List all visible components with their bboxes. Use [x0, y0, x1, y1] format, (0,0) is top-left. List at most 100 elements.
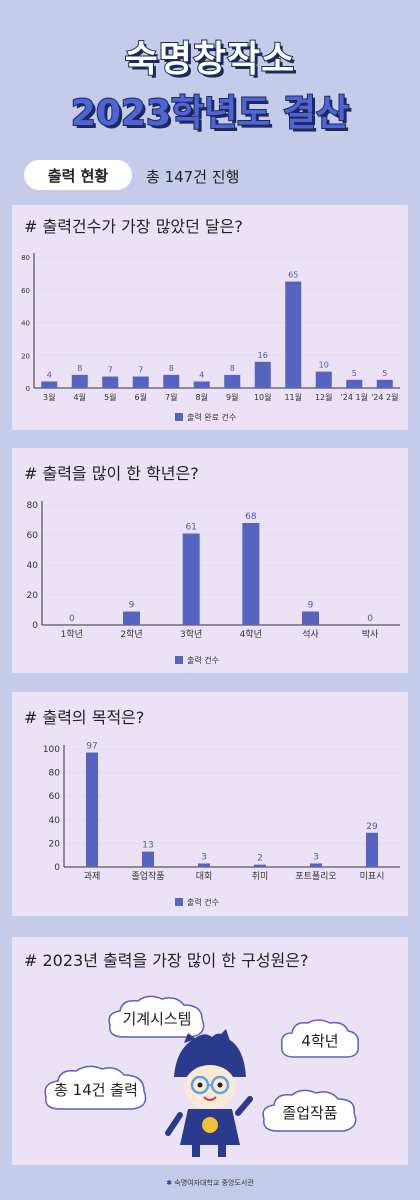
bar — [163, 374, 180, 388]
data-label: 7 — [108, 366, 113, 375]
bar — [71, 374, 88, 388]
x-tick-label: 5월 — [104, 392, 116, 402]
data-label: 4 — [199, 370, 204, 379]
data-label: 8 — [230, 364, 235, 373]
x-tick-label: 취미 — [252, 871, 269, 882]
bar — [242, 523, 260, 625]
cloud-text: 졸업작품 — [282, 1103, 338, 1122]
bar — [41, 381, 58, 388]
cloud-text: 4학년 — [301, 1031, 339, 1050]
x-tick-label: 7월 — [165, 392, 177, 402]
y-tick-label: 0 — [54, 863, 60, 873]
data-label: 16 — [258, 351, 268, 360]
x-tick-label: 4월 — [74, 392, 86, 402]
cloud-text: 기계시스템 — [122, 1009, 192, 1028]
cloud-bubble: 4학년 — [278, 1017, 362, 1063]
mascot-illustration — [165, 1029, 253, 1157]
legend-label: 출력 건수 — [187, 655, 219, 665]
bar — [86, 752, 98, 867]
data-label: 68 — [245, 512, 257, 522]
bar — [376, 379, 393, 388]
bar — [254, 864, 266, 867]
legend-swatch — [175, 413, 183, 421]
bar — [142, 851, 154, 867]
x-tick-label: 12월 — [315, 392, 333, 402]
chart-panel-monthly: # 출력건수가 가장 많았던 달은? 0 20 40 60 80 4 3월 8 4월 7 5월 7 6월… — [12, 205, 408, 430]
y-tick-label: 60 — [27, 531, 39, 541]
y-tick-label: 20 — [27, 591, 39, 601]
x-tick-label: 미표시 — [360, 871, 385, 882]
footer-logo-text: ✱ 숙명여자대학교 중앙도서관 — [0, 1178, 420, 1188]
x-tick-label: 10월 — [254, 392, 272, 402]
x-tick-label: 대회 — [196, 871, 213, 882]
bar — [193, 381, 210, 388]
x-tick-label: 3학년 — [180, 629, 202, 640]
x-tick-label: 9월 — [226, 392, 238, 402]
footer-logo-icon: ✱ — [166, 1179, 175, 1187]
data-label: 5 — [352, 369, 357, 378]
bar — [302, 611, 319, 625]
bar — [346, 379, 363, 388]
page-title: 숙명창작소 — [124, 38, 296, 81]
x-tick-label: 3월 — [43, 392, 55, 402]
data-label: 9 — [308, 601, 314, 611]
data-label: 9 — [129, 601, 135, 611]
cloud-bubble: 졸업작품 — [258, 1087, 362, 1137]
bar — [224, 374, 241, 388]
data-label: 29 — [366, 822, 378, 832]
chart-panel-purpose: # 출력의 목적은? 0 20 40 60 80 100 97 과제 13 졸업작품 3 대회 2 취미 3… — [12, 692, 408, 916]
legend-label: 출력 완료 건수 — [187, 412, 236, 422]
x-tick-label: 포트폴리오 — [295, 871, 336, 882]
x-tick-label: 11월 — [284, 392, 302, 402]
data-label: 3 — [201, 852, 207, 862]
bar — [198, 863, 210, 867]
y-tick-label: 0 — [26, 385, 30, 393]
legend-label: 출력 건수 — [187, 897, 219, 907]
chart-monthly: 0 20 40 60 80 4 3월 8 4월 7 5월 7 6월 8 7월 4 8월 8 9월 16 10월 65 11월… — [21, 253, 400, 422]
cloud-bubble: 총 14건 출력 — [40, 1063, 152, 1115]
data-label: 8 — [77, 364, 82, 373]
x-tick-label: 2학년 — [120, 629, 142, 640]
section-label-pill: 출력 현황 — [24, 160, 132, 190]
x-tick-label: 4학년 — [240, 629, 262, 640]
summary-text: 총 147건 진행 — [146, 168, 240, 186]
y-tick-label: 80 — [27, 501, 39, 511]
bar — [102, 376, 119, 388]
bar — [310, 863, 322, 867]
y-tick-label: 20 — [49, 839, 61, 849]
data-label: 4 — [47, 370, 52, 379]
data-label: 0 — [69, 614, 75, 624]
bar — [285, 281, 302, 388]
chart-panel-grade: # 출력을 많이 한 학년은? 0 20 40 60 80 0 1학년 9 2학년 61 3학년 68… — [12, 448, 408, 673]
x-tick-label: 박사 — [362, 629, 379, 640]
y-tick-label: 40 — [27, 561, 39, 571]
x-tick-label: 6월 — [135, 392, 147, 402]
data-label: 65 — [288, 271, 298, 280]
cloud-bubble: 기계시스템 — [104, 993, 210, 1043]
page-subtitle: 2023학년도 결산 — [70, 92, 350, 135]
y-tick-label: 40 — [21, 320, 30, 328]
data-label: 8 — [169, 364, 174, 373]
bar — [132, 376, 149, 388]
panel-question: # 2023년 출력을 가장 많이 한 구성원은? — [24, 951, 309, 970]
y-tick-label: 20 — [21, 352, 30, 360]
data-label: 61 — [185, 523, 196, 533]
y-tick-label: 60 — [49, 792, 61, 802]
chart-purpose: 0 20 40 60 80 100 97 과제 13 졸업작품 3 대회 2 취미 3 포트폴리오 29 미표시출… — [43, 742, 400, 907]
panel-question: # 출력을 많이 한 학년은? — [24, 464, 199, 483]
bar — [123, 611, 140, 625]
legend-swatch — [175, 898, 183, 906]
bar — [254, 361, 271, 388]
x-tick-label: 8월 — [196, 392, 208, 402]
data-label: 3 — [313, 852, 319, 862]
member-panel: # 2023년 출력을 가장 많이 한 구성원은? 기계시스템 4학년 총 14… — [12, 937, 408, 1165]
x-tick-label: 과제 — [84, 871, 101, 882]
panel-question: # 출력의 목적은? — [24, 708, 145, 727]
y-tick-label: 80 — [49, 769, 61, 779]
data-label: 97 — [86, 742, 97, 752]
y-tick-label: 80 — [21, 254, 30, 262]
y-tick-label: 100 — [43, 745, 60, 755]
x-tick-label: '24 1월 — [341, 392, 368, 402]
data-label: 10 — [319, 361, 329, 370]
